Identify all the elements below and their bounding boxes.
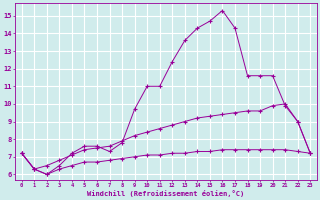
- X-axis label: Windchill (Refroidissement éolien,°C): Windchill (Refroidissement éolien,°C): [87, 190, 244, 197]
